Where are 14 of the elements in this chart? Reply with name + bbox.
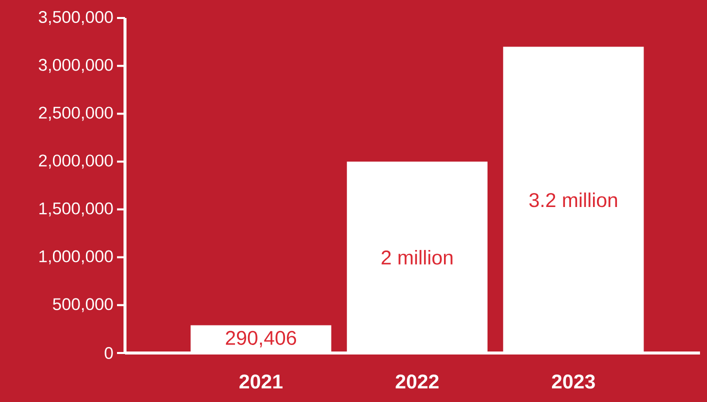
y-tick-label: 2,500,000 (38, 106, 113, 121)
data-label: 290,406 (226, 330, 296, 348)
y-tick-label: 1,000,000 (39, 250, 113, 264)
y-tick-label: 3,000,000 (38, 58, 113, 73)
x-tick-label: 2021 (239, 374, 283, 389)
y-tick-label: 1,500,000 (39, 202, 113, 216)
x-tick-label: 2023 (552, 374, 595, 389)
data-label: 3.2 million (529, 192, 617, 208)
y-tick-label: 2,000,000 (38, 154, 113, 169)
y-tick-label: 0 (104, 347, 113, 359)
y-tick-label: 3,500,000 (38, 11, 113, 25)
x-tick-label: 2022 (396, 374, 439, 389)
y-tick-label: 500,000 (52, 298, 113, 312)
data-label: 2 million (382, 250, 452, 265)
